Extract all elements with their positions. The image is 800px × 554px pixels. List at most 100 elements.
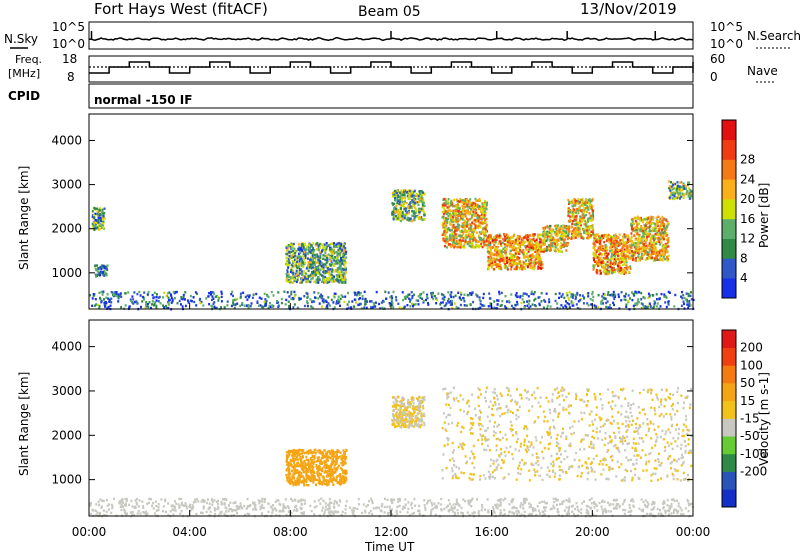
scatter-point	[688, 197, 691, 200]
scatter-point	[530, 258, 533, 261]
scatter-point	[322, 257, 325, 260]
scatter-point	[91, 215, 94, 218]
scatter-point	[398, 200, 401, 204]
scatter-point	[323, 272, 326, 275]
scatter-point	[496, 263, 499, 266]
scatter-point	[572, 210, 575, 213]
scatter-point	[370, 300, 373, 303]
scatter-point	[324, 254, 327, 258]
scatter-point	[180, 296, 183, 299]
scatter-point	[497, 253, 500, 256]
scatter-point	[396, 202, 399, 206]
scatter-point	[579, 209, 582, 212]
scatter-point	[641, 255, 644, 258]
scatter-point	[162, 296, 164, 299]
scatter-point	[643, 224, 646, 227]
scatter-point	[556, 230, 559, 233]
scatter-point	[562, 227, 565, 231]
scatter-point	[665, 228, 668, 231]
scatter-point	[629, 267, 632, 270]
scatter-point	[486, 236, 489, 240]
scatter-point	[611, 257, 614, 260]
scatter-point	[285, 272, 288, 276]
scatter-point	[400, 193, 403, 196]
scatter-point	[565, 249, 568, 252]
scatter-point	[667, 239, 669, 242]
scatter-point	[178, 299, 181, 303]
scatter-point	[595, 262, 598, 265]
scatter-point	[286, 253, 289, 256]
scatter-point	[94, 298, 97, 301]
scatter-point	[391, 302, 394, 305]
scatter-point	[464, 240, 467, 243]
scatter-point	[463, 202, 465, 205]
scatter-point	[468, 243, 471, 246]
scatter-point	[595, 250, 598, 254]
scatter-point	[641, 227, 644, 230]
scatter-point	[409, 201, 412, 205]
scatter-point	[450, 238, 453, 242]
scatter-point	[622, 271, 625, 274]
scatter-point	[336, 259, 339, 262]
scatter-point	[496, 303, 499, 306]
scatter-point	[625, 303, 628, 306]
scatter-point	[630, 232, 633, 235]
scatter-point	[584, 207, 587, 210]
scatter-point	[681, 290, 683, 294]
beam-title: Beam 05	[358, 4, 421, 20]
scatter-point	[634, 290, 637, 293]
scatter-point	[649, 248, 652, 251]
scatter-point	[642, 249, 645, 253]
scatter-point	[512, 246, 514, 249]
scatter-point	[450, 295, 453, 299]
scatter-point	[633, 229, 635, 232]
scatter-point	[627, 235, 630, 239]
scatter-point	[609, 259, 612, 263]
scatter-point	[544, 243, 546, 246]
scatter-point	[158, 295, 161, 299]
scatter-point	[305, 267, 308, 270]
scatter-point	[414, 214, 417, 218]
scatter-point	[676, 196, 679, 200]
scatter-point	[587, 231, 590, 234]
scatter-point	[601, 234, 604, 237]
scatter-point	[639, 237, 642, 240]
scatter-point	[613, 303, 615, 307]
scatter-point	[503, 239, 506, 242]
scatter-point	[322, 276, 325, 279]
scatter-point	[591, 224, 594, 227]
scatter-point	[379, 307, 382, 310]
scatter-point	[579, 215, 582, 218]
scatter-point	[404, 207, 407, 210]
scatter-point	[623, 250, 626, 253]
scatter-point	[486, 250, 489, 254]
scatter-point	[566, 237, 569, 241]
scatter-point	[332, 263, 335, 266]
scatter-point	[659, 305, 662, 308]
scatter-point	[653, 246, 655, 249]
scatter-point	[501, 258, 504, 262]
scatter-point	[532, 246, 535, 249]
scatter-point	[298, 246, 301, 249]
scatter-point	[397, 215, 400, 219]
scatter-point	[419, 197, 422, 200]
scatter-point	[93, 224, 96, 227]
scatter-point	[594, 254, 597, 258]
scatter-point	[303, 278, 306, 281]
scatter-point	[623, 244, 626, 248]
scatter-point	[561, 293, 564, 296]
scatter-point	[381, 306, 384, 310]
scatter-point	[443, 208, 446, 212]
scatter-point	[663, 253, 666, 256]
scatter-point	[625, 267, 628, 270]
scatter-point	[515, 250, 518, 253]
scatter-point	[601, 245, 604, 248]
scatter-point	[611, 248, 614, 252]
scatter-point	[462, 215, 465, 218]
scatter-point	[510, 258, 513, 261]
scatter-point	[593, 258, 595, 261]
scatter-point	[469, 303, 472, 306]
scatter-point	[624, 298, 627, 302]
scatter-point	[102, 227, 105, 230]
